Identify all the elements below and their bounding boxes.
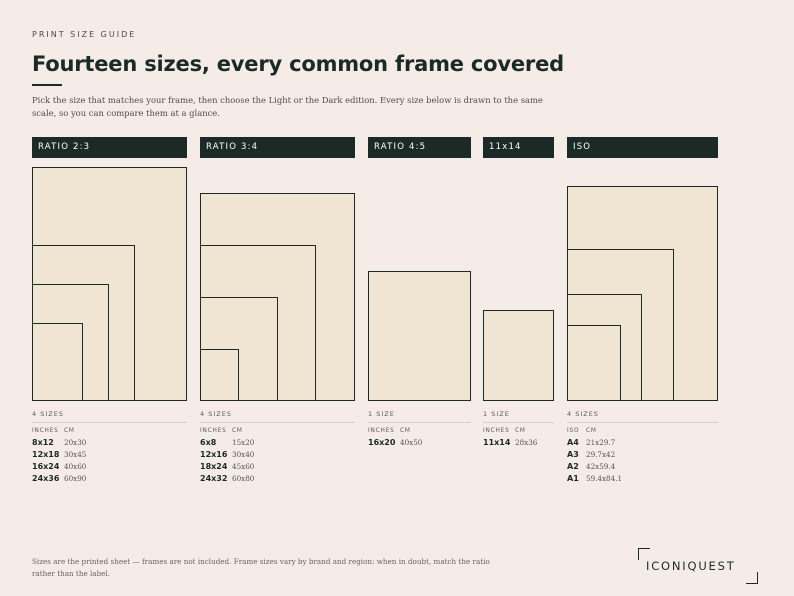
divider bbox=[368, 422, 471, 423]
logo-bracket-bottom-right bbox=[746, 572, 758, 584]
column-header-cm: CM bbox=[232, 428, 243, 434]
size-label: 16x20 bbox=[368, 438, 396, 447]
size-label: A2 bbox=[567, 462, 579, 471]
size-count: 1 SIZE bbox=[368, 410, 395, 418]
size-label: 24x36 bbox=[32, 474, 60, 483]
column-header-inches: INCHES bbox=[368, 428, 395, 434]
size-label: 24x32 bbox=[200, 474, 228, 483]
size-label: 12x18 bbox=[32, 450, 60, 459]
size-a4-rect bbox=[567, 325, 621, 401]
size-label: 11x14 bbox=[483, 438, 511, 447]
size-11x14-rect bbox=[483, 310, 554, 401]
logo-bracket-top-left bbox=[638, 548, 650, 560]
column-header-inches: INCHES bbox=[200, 428, 227, 434]
size-cm: 30x45 bbox=[64, 450, 87, 459]
size-cm: 60x80 bbox=[232, 474, 255, 483]
eyebrow: PRINT SIZE GUIDE bbox=[32, 30, 137, 39]
column-header-inches: INCHES bbox=[483, 428, 510, 434]
size-label: A3 bbox=[567, 450, 579, 459]
divider bbox=[483, 422, 554, 423]
size-16x20-rect bbox=[368, 271, 471, 401]
column-header-cm: CM bbox=[400, 428, 411, 434]
column-header-inches: INCHES bbox=[32, 428, 59, 434]
size-count: 4 SIZES bbox=[200, 410, 232, 418]
size-cm: 59.4x84.1 bbox=[586, 474, 623, 483]
column-header-cm: CM bbox=[586, 428, 597, 434]
size-a1-rect bbox=[567, 186, 718, 401]
size-cm: 29.7x42 bbox=[586, 450, 616, 459]
group-header: RATIO 2:3 bbox=[32, 137, 187, 158]
size-count: 4 SIZES bbox=[32, 410, 64, 418]
group-header: ISO bbox=[567, 137, 718, 158]
size-label: 12x16 bbox=[200, 450, 228, 459]
brand-logo: ICONIQUEST bbox=[638, 548, 758, 584]
group-header: RATIO 3:4 bbox=[200, 137, 355, 158]
size-label: 6x8 bbox=[200, 438, 217, 447]
size-cm: 45x60 bbox=[232, 462, 255, 471]
divider bbox=[32, 422, 187, 423]
size-label: A4 bbox=[567, 438, 579, 447]
size-cm: 40x60 bbox=[64, 462, 87, 471]
size-cm: 21x29.7 bbox=[586, 438, 616, 447]
size-label: 16x24 bbox=[32, 462, 60, 471]
size-count: 1 SIZE bbox=[483, 410, 510, 418]
divider bbox=[567, 422, 718, 423]
size-cm: 28x36 bbox=[515, 438, 538, 447]
page-title: Fourteen sizes, every common frame cover… bbox=[32, 52, 564, 76]
column-header-iso: ISO bbox=[567, 428, 580, 434]
size-cm: 60x90 bbox=[64, 474, 87, 483]
size-6x8-rect bbox=[200, 349, 239, 401]
size-8x12-rect bbox=[32, 323, 83, 401]
group-header: 11x14 bbox=[483, 137, 554, 158]
size-label: A1 bbox=[567, 474, 579, 483]
divider bbox=[200, 422, 355, 423]
size-cm: 42x59.4 bbox=[586, 462, 616, 471]
footnote: Sizes are the printed sheet — frames are… bbox=[32, 557, 490, 578]
intro-text: Pick the size that matches your frame, t… bbox=[32, 95, 543, 118]
size-cm: 20x30 bbox=[64, 438, 87, 447]
column-header-cm: CM bbox=[515, 428, 526, 434]
group-header: RATIO 4:5 bbox=[368, 137, 471, 158]
size-label: 18x24 bbox=[200, 462, 228, 471]
column-header-cm: CM bbox=[64, 428, 75, 434]
size-count: 4 SIZES bbox=[567, 410, 599, 418]
size-cm: 15x20 bbox=[232, 438, 255, 447]
logo-wordmark: ICONIQUEST bbox=[646, 559, 736, 573]
size-label: 8x12 bbox=[32, 438, 54, 447]
title-rule bbox=[32, 84, 62, 86]
size-cm: 30x40 bbox=[232, 450, 255, 459]
size-cm: 40x50 bbox=[400, 438, 423, 447]
